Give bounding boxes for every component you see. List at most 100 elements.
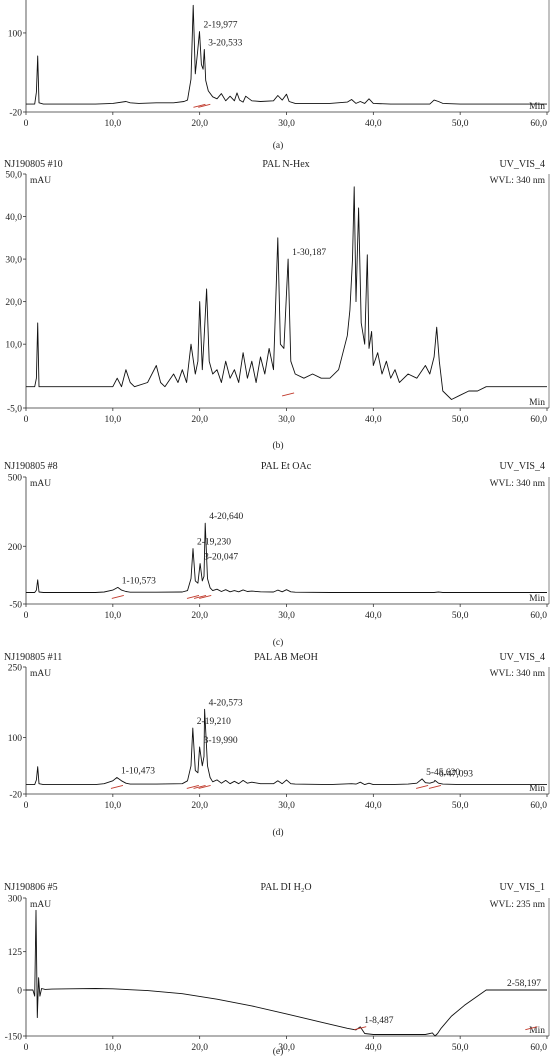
x-tick-label: 30,0 (278, 1043, 295, 1053)
units-label: mAU (30, 176, 51, 186)
chromatogram-trace (26, 186, 547, 400)
header-sample-id: NJ190805 #11 (4, 652, 62, 663)
x-axis-label: Min (529, 398, 545, 408)
header-channel: UV_VIS_4 (499, 461, 545, 472)
y-tick-label: 300 (8, 895, 23, 905)
header-sample-id: NJ190805 #8 (4, 461, 58, 472)
x-tick-label: 10,0 (105, 119, 122, 129)
header-channel: UV_VIS_4 (499, 159, 545, 170)
chart-panel-a: -20 100 0 10,0 20,0 30,0 40,0 50,0 60,0 Min 2-19,9… (8, 0, 550, 151)
integration-baseline (186, 784, 199, 789)
integration-baseline (416, 784, 429, 789)
header-fraction-name: PAL N-Hex (262, 159, 309, 170)
chart-panel-d: NJ190805 #11 PAL AB MeOH UV_VIS_4 mAU WVL: 3… (4, 652, 550, 838)
panel-label: (b) (272, 440, 283, 451)
integration-baseline (525, 1026, 538, 1031)
x-tick-label: 40,0 (365, 611, 382, 621)
peak-label: 4-20,573 (209, 698, 243, 708)
y-tick-label: 50,0 (5, 171, 22, 181)
x-tick-label: 60,0 (530, 1043, 547, 1053)
x-tick-label: 0 (24, 415, 29, 425)
x-tick-label: 30,0 (278, 119, 295, 129)
x-tick-label: 50,0 (452, 801, 469, 811)
wavelength-label: WVL: 340 nm (490, 176, 546, 186)
peak-label: 2-19,230 (197, 538, 231, 548)
integration-baseline (186, 594, 200, 599)
y-tick-label: 125 (8, 948, 23, 958)
y-tick-label: -150 (5, 1033, 23, 1043)
peak-label: 6-47,093 (439, 769, 473, 779)
x-tick-label: 20,0 (191, 611, 208, 621)
header-channel: UV_VIS_4 (499, 652, 545, 663)
header-sample-id: NJ190806 #5 (4, 882, 58, 893)
x-tick-label: 40,0 (365, 801, 382, 811)
header-sample-id: NJ190805 #10 (4, 159, 63, 170)
x-tick-label: 60,0 (530, 801, 547, 811)
integration-baseline (193, 594, 207, 599)
x-tick-label: 50,0 (452, 1043, 469, 1053)
peak-label: 2-19,210 (197, 717, 231, 727)
integration-baseline (428, 784, 442, 789)
x-tick-label: 30,0 (278, 415, 295, 425)
chart-panel-c: NJ190805 #8 PAL Et OAc UV_VIS_4 mAU WVL: 340… (4, 461, 550, 648)
integration-baseline (111, 594, 124, 599)
integration-baseline (110, 784, 124, 789)
y-tick-label: -20 (9, 791, 22, 801)
y-tick-label: 0 (17, 987, 22, 997)
x-tick-label: 50,0 (452, 119, 469, 129)
x-tick-label: 0 (24, 801, 29, 811)
panel-label: (a) (273, 140, 284, 151)
x-tick-label: 20,0 (191, 119, 208, 129)
y-tick-label: 250 (8, 664, 23, 674)
integration-baseline (198, 103, 211, 108)
y-tick-label: -20 (9, 109, 22, 119)
integration-baseline (282, 392, 295, 397)
x-tick-label: 60,0 (530, 415, 547, 425)
integration-baseline (199, 594, 212, 599)
peak-label: 3-20,047 (204, 553, 238, 563)
chart-panel-e: NJ190806 #5 PAL DI H₂O UV_VIS_1 mAU WVL: 235… (4, 882, 550, 1057)
x-axis-label: Min (529, 1026, 545, 1036)
x-tick-label: 10,0 (105, 611, 122, 621)
wavelength-label: WVL: 235 nm (490, 900, 546, 910)
header-fraction-name: PAL Et OAc (261, 461, 312, 472)
peak-label: 4-20,640 (209, 512, 243, 522)
x-tick-label: 20,0 (191, 1043, 208, 1053)
chromatogram-trace (26, 708, 547, 786)
y-tick-label: 200 (8, 543, 23, 553)
x-tick-label: 60,0 (530, 119, 547, 129)
peak-label: 1-30,187 (292, 248, 326, 258)
x-tick-label: 0 (24, 1043, 29, 1053)
x-tick-label: 40,0 (365, 415, 382, 425)
units-label: mAU (30, 669, 51, 679)
peak-label: 1-8,487 (364, 1016, 394, 1026)
x-tick-label: 30,0 (278, 611, 295, 621)
chromatogram-trace (26, 909, 547, 1037)
x-tick-label: 20,0 (191, 415, 208, 425)
y-tick-label: 20,0 (5, 298, 22, 308)
peak-label: 1-10,573 (122, 576, 156, 586)
units-label: mAU (30, 900, 51, 910)
integration-baseline (193, 103, 206, 108)
header-fraction-name: PAL AB MeOH (254, 652, 318, 663)
x-tick-label: 60,0 (530, 611, 547, 621)
header-channel: UV_VIS_1 (499, 882, 545, 893)
wavelength-label: WVL: 340 nm (490, 669, 546, 679)
y-tick-label: 100 (8, 734, 23, 744)
units-label: mAU (30, 479, 51, 489)
x-tick-label: 10,0 (105, 801, 122, 811)
x-axis-label: Min (529, 784, 545, 794)
x-tick-label: 10,0 (105, 415, 122, 425)
panel-label: (e) (273, 1046, 284, 1057)
y-tick-label: 500 (8, 474, 23, 484)
peak-label: 3-20,533 (208, 38, 242, 48)
y-tick-label: -5,0 (7, 405, 22, 415)
wavelength-label: WVL: 340 nm (490, 479, 546, 489)
y-tick-label: -50 (9, 601, 22, 611)
peak-label: 2-19,977 (203, 21, 237, 31)
integration-baseline (193, 784, 206, 789)
x-tick-label: 40,0 (365, 119, 382, 129)
x-tick-label: 20,0 (191, 801, 208, 811)
peak-label: 2-58,197 (507, 979, 541, 989)
